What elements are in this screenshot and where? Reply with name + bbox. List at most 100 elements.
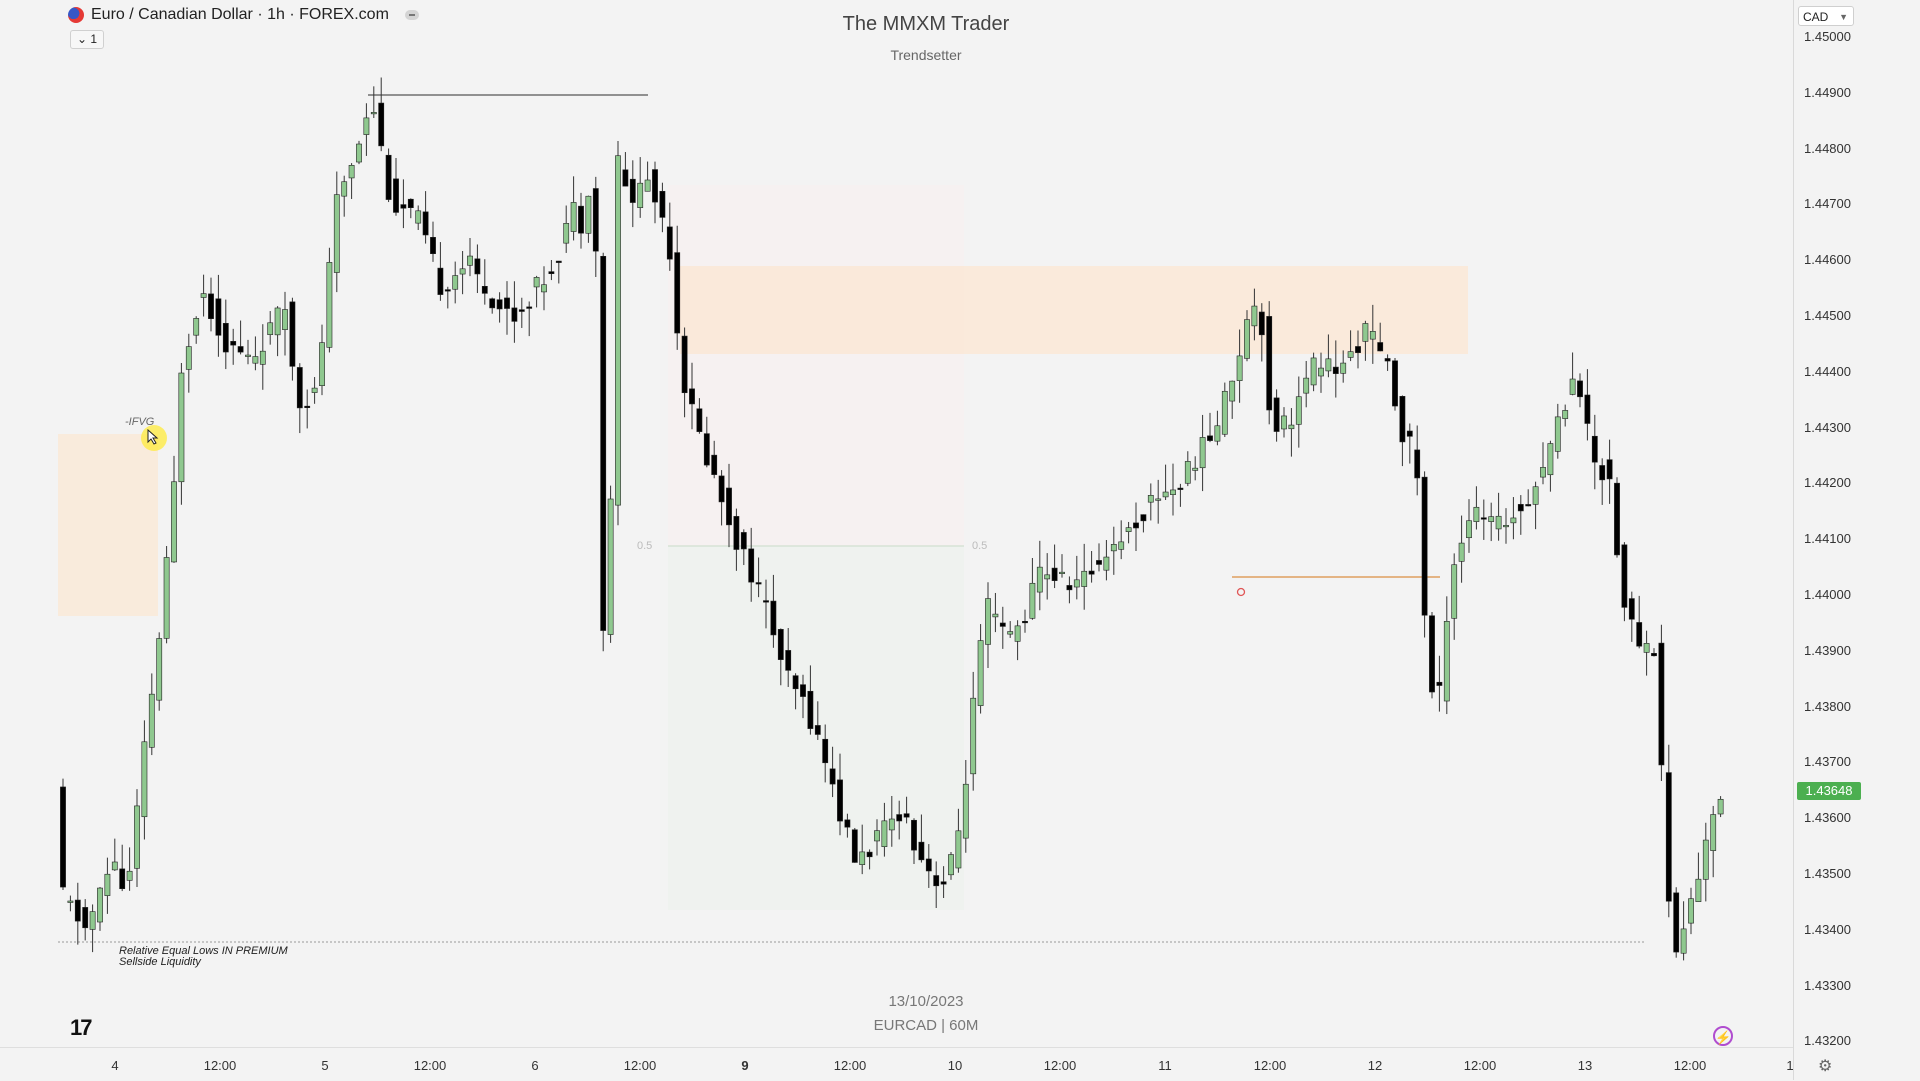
bull-candle	[1214, 425, 1221, 442]
bull-candle	[859, 851, 866, 865]
bear-candle	[844, 819, 851, 828]
bull-candle	[1532, 486, 1539, 505]
bull-candle	[348, 165, 355, 179]
bear-candle	[1480, 517, 1487, 520]
bear-candle	[1591, 435, 1598, 463]
bull-candle	[1029, 582, 1036, 619]
collapse-legend-button[interactable]	[404, 10, 419, 20]
bull-candle	[1458, 542, 1465, 562]
liquidity-line-1: Relative Equal Lows IN PREMIUM	[119, 945, 288, 957]
bull-candle	[1036, 566, 1043, 593]
bear-candle	[1621, 544, 1628, 608]
bear-candle	[215, 298, 222, 336]
bull-candle	[1118, 541, 1125, 550]
price-tick-label: 1.44700	[1804, 196, 1851, 212]
bull-candle	[1014, 625, 1021, 642]
bull-candle	[148, 693, 155, 748]
price-tick-label: 1.44400	[1804, 363, 1851, 379]
price-tick-label: 1.44100	[1804, 531, 1851, 547]
bear-candle	[726, 487, 732, 526]
interval-toggle-button[interactable]: ⌄ 1	[70, 30, 104, 49]
bear-candle	[526, 306, 533, 309]
bull-candle	[1488, 516, 1495, 522]
bull-candle	[341, 181, 348, 197]
time-tick-label: 12	[1367, 1058, 1383, 1073]
bull-candle	[245, 354, 251, 357]
bear-candle	[807, 690, 814, 729]
bear-candle	[1051, 567, 1058, 581]
bear-candle	[289, 301, 296, 367]
price-tick-label: 1.44600	[1804, 252, 1851, 268]
bull-candle	[1340, 362, 1347, 374]
lightning-icon[interactable]: ⚡	[1713, 1026, 1733, 1046]
price-tick-label: 1.43500	[1804, 866, 1851, 881]
bull-candle	[1562, 410, 1569, 419]
bear-candle	[674, 252, 681, 334]
bear-candle	[792, 675, 799, 690]
bear-candle	[237, 346, 244, 353]
bear-candle	[600, 255, 607, 631]
bull-candle	[104, 873, 111, 896]
bull-candle	[282, 309, 288, 330]
bear-candle	[1651, 653, 1657, 657]
bear-candle	[696, 408, 703, 432]
bull-candle	[252, 356, 259, 364]
bear-candle	[1392, 360, 1398, 407]
settings-icon[interactable]: ⚙	[1818, 1058, 1833, 1075]
bull-candle	[1569, 378, 1576, 395]
bear-candle	[119, 868, 126, 890]
bull-candle	[1495, 515, 1502, 530]
bear-candle	[770, 600, 777, 636]
chevron-down-icon: ▼	[1839, 12, 1848, 22]
bear-candle	[230, 341, 237, 346]
bull-candle	[1081, 570, 1088, 587]
chart-title: The MMXM Trader	[842, 13, 1010, 35]
bull-candle	[1510, 517, 1517, 524]
bear-candle	[666, 226, 673, 260]
price-axis[interactable]: CAD ▼ 1.45000 1.44900 1.44800 1.44700 1.4460…	[1793, 0, 1920, 1080]
time-tick-label: 9	[741, 1058, 749, 1073]
bull-candle	[200, 293, 207, 298]
symbol-title: Euro / Canadian Dollar · 1h · FOREX.com	[91, 6, 389, 23]
bull-candle	[1451, 564, 1458, 619]
bull-candle	[1710, 814, 1717, 851]
currency-select[interactable]: CAD ▼	[1798, 6, 1854, 26]
tradingview-logo-icon[interactable]: 17	[70, 1015, 93, 1040]
bull-candle	[1288, 424, 1295, 430]
bear-candle	[1599, 465, 1606, 481]
price-tick-label: 1.43900	[1804, 642, 1851, 658]
time-tick-label: 11	[1158, 1058, 1172, 1073]
bear-candle	[652, 169, 658, 203]
bull-candle	[1073, 579, 1080, 588]
bull-candle	[1199, 437, 1206, 469]
bear-candle	[504, 297, 510, 309]
bear-candle	[1614, 482, 1620, 556]
bear-candle	[578, 205, 584, 234]
time-axis[interactable]: 4 12:00 5 12:00 6 12:00 9 12:00 10 12:00 11 12:00 12…	[0, 1047, 1794, 1081]
bear-candle	[903, 813, 910, 818]
bear-candle	[1636, 622, 1643, 647]
symbol-info[interactable]: Euro / Canadian Dollar · 1h · FOREX.com	[68, 5, 419, 25]
bull-candle	[111, 861, 118, 871]
bear-candle	[222, 323, 229, 353]
price-tick-label: 1.44900	[1804, 84, 1851, 100]
chart-canvas[interactable]	[0, 0, 1793, 1047]
bull-candle	[1155, 498, 1162, 501]
bull-candle	[1443, 621, 1450, 702]
bull-candle	[970, 697, 977, 775]
bear-candle	[496, 299, 503, 310]
bull-candle	[1540, 467, 1546, 478]
bull-candle	[185, 346, 192, 370]
bear-candle	[622, 169, 629, 187]
bull-candle	[1184, 461, 1191, 484]
bull-candle	[637, 182, 644, 208]
bear-candle	[1332, 366, 1339, 374]
bear-candle	[1207, 435, 1213, 441]
time-tick-label: 4	[111, 1058, 119, 1073]
bull-candle	[97, 887, 103, 923]
bull-candle	[1362, 323, 1369, 342]
bull-candle	[1044, 574, 1051, 580]
bear-candle	[933, 875, 940, 887]
bear-candle	[1096, 560, 1102, 565]
bear-candle	[60, 786, 66, 888]
